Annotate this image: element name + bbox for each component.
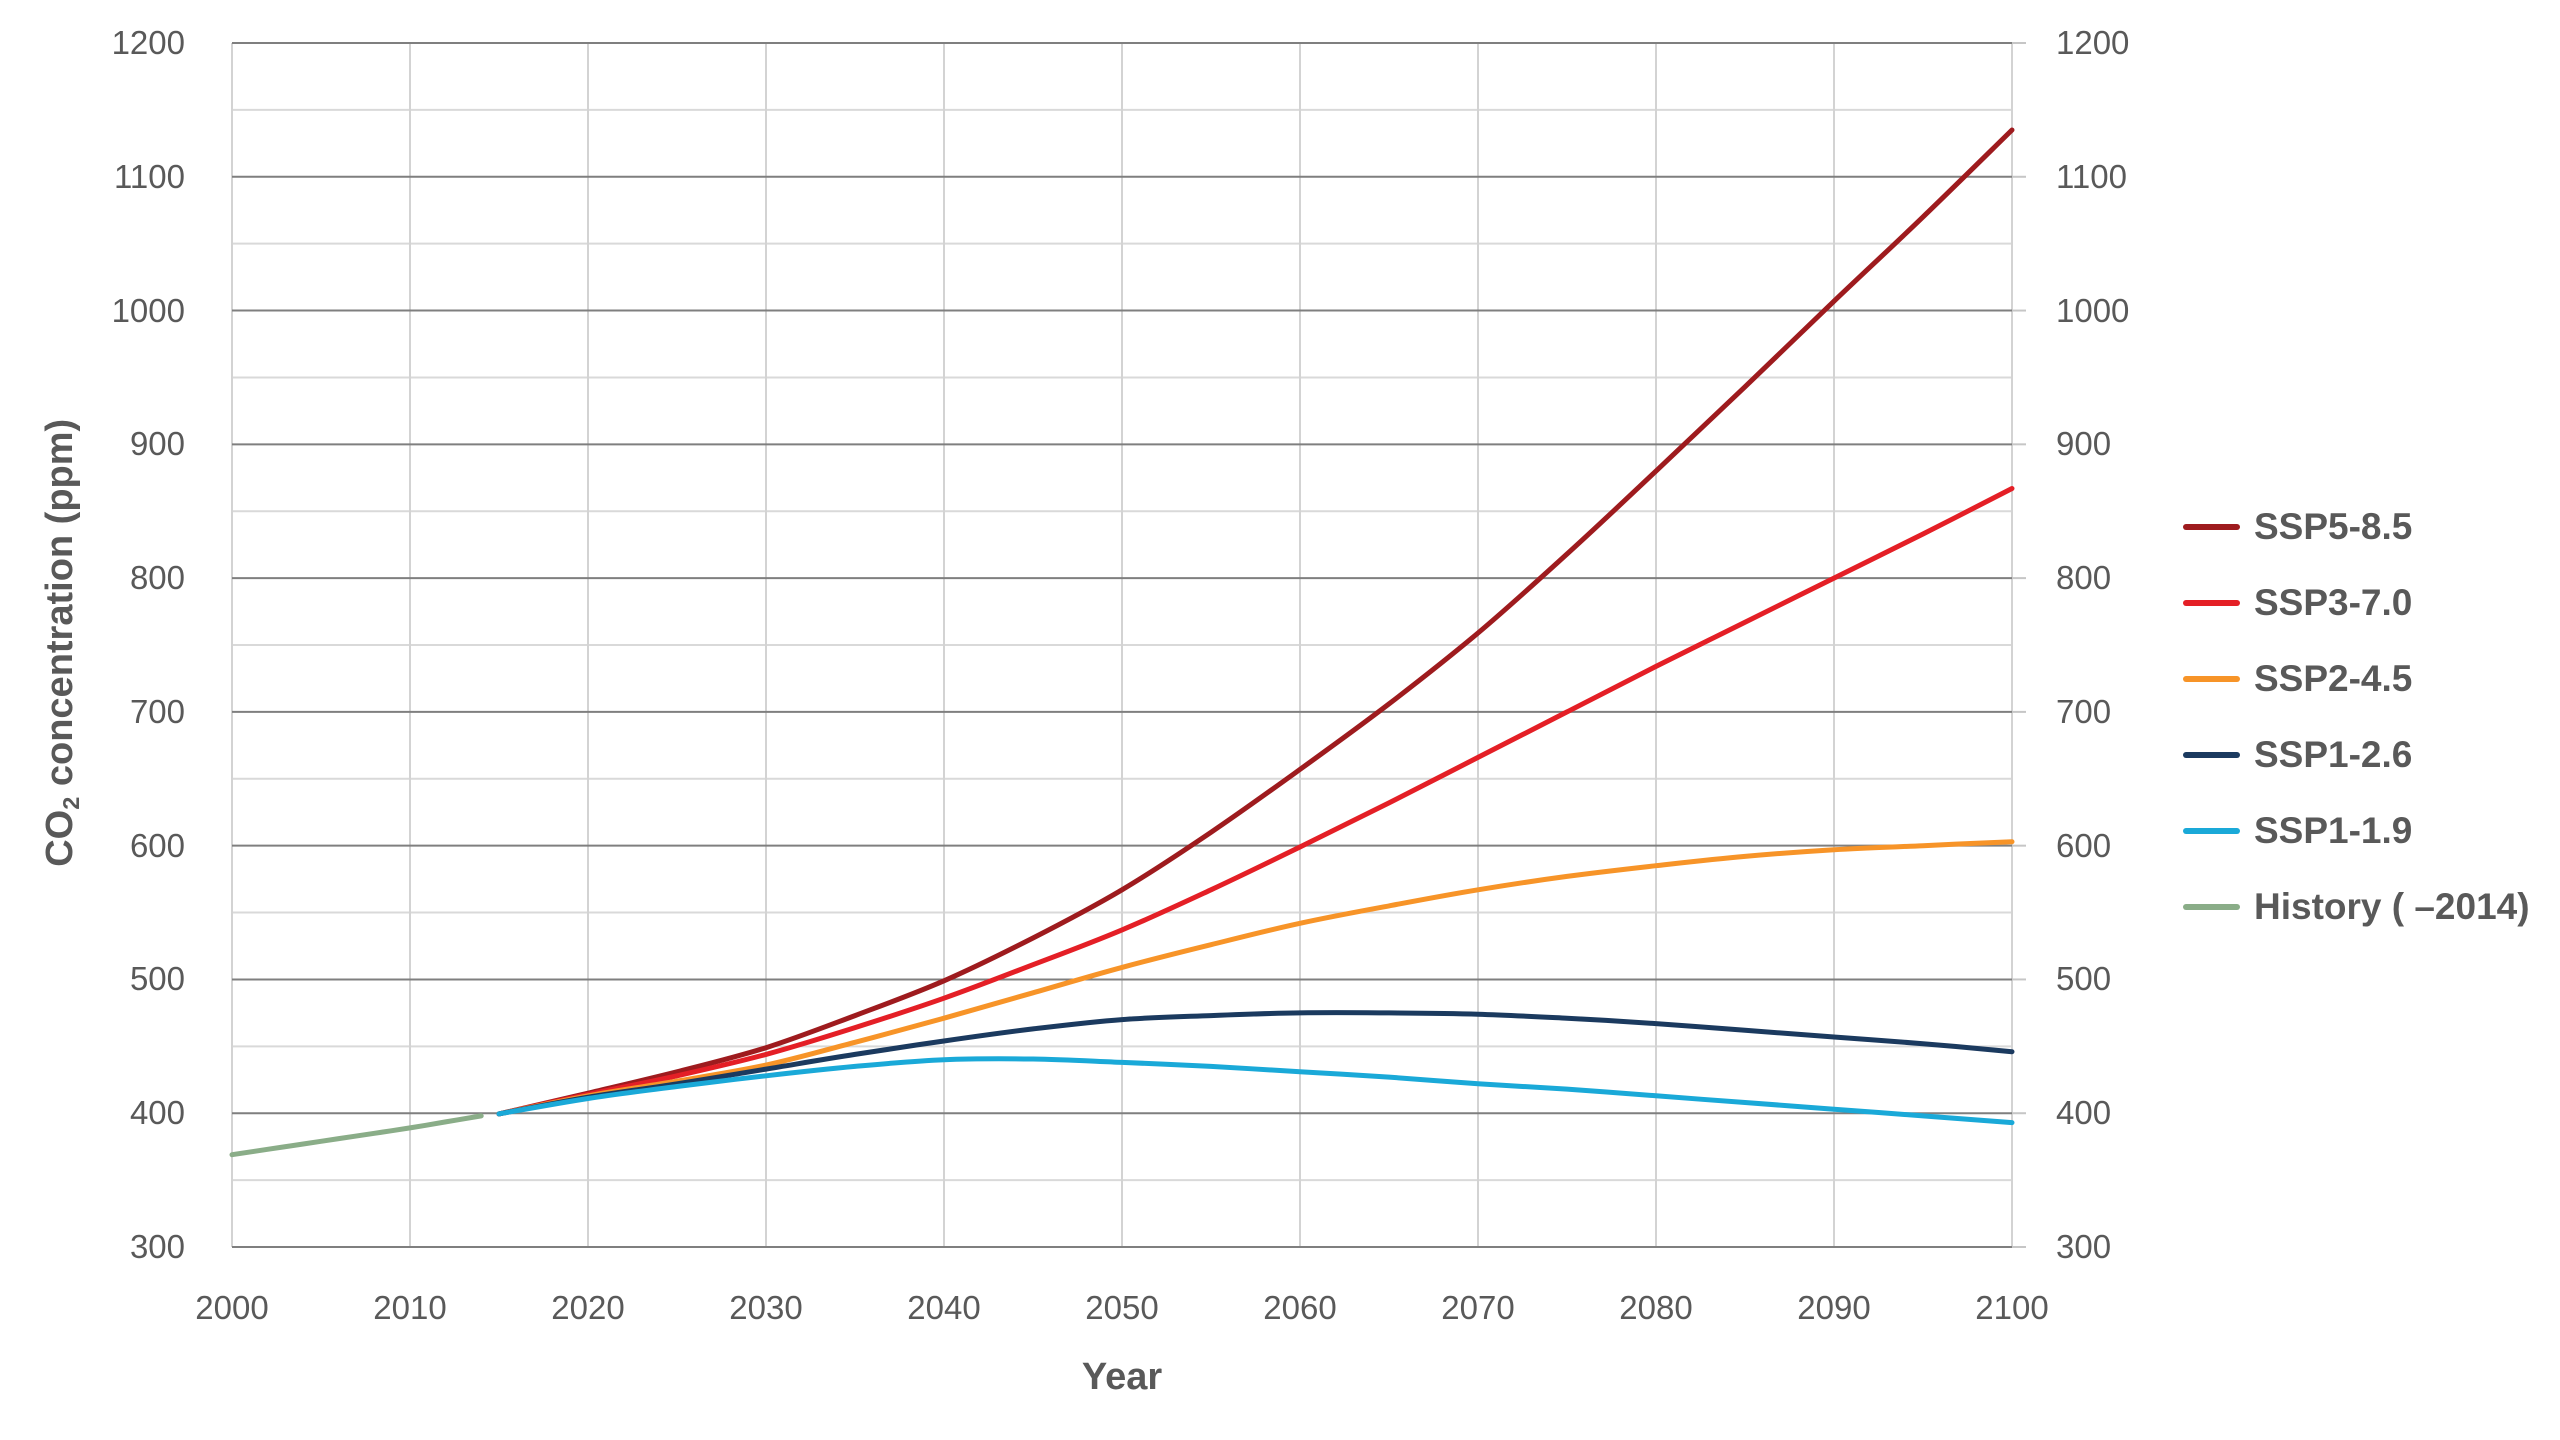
x-tick-label: 2100 [1975, 1289, 2049, 1326]
y-tick-label-left: 700 [129, 692, 185, 730]
x-tick-label: 2080 [1619, 1289, 1693, 1326]
legend: SSP5-8.5 SSP3-7.0 SSP2-4.5 SSP1-2.6 SSP1-1.9… [2183, 489, 2530, 945]
legend-label: SSP3-7.0 [2254, 582, 2413, 623]
legend-item: SSP1-2.6 [2183, 717, 2530, 793]
legend-item: SSP2-4.5 [2183, 641, 2530, 717]
y-tick-label-right: 700 [2056, 692, 2112, 730]
y-tick-label-left: 800 [129, 559, 185, 597]
y-tick-label-right: 1200 [2056, 24, 2130, 61]
series-line-History-2014- [229, 1113, 484, 1158]
legend-swatch-line-icon [2183, 828, 2240, 834]
y-tick-label-left: 500 [129, 960, 185, 998]
y-tick-label-right: 400 [2056, 1094, 2112, 1132]
legend-swatch-line-icon [2183, 676, 2240, 682]
legend-swatch-line-icon [2183, 752, 2240, 758]
legend-label: SSP1-1.9 [2254, 810, 2413, 851]
y-tick-label-right: 800 [2056, 559, 2112, 597]
x-tick-label: 2000 [195, 1289, 269, 1326]
y-tick-label-right: 1000 [2056, 291, 2130, 329]
x-tick-label: 2040 [907, 1289, 981, 1326]
legend-item: SSP5-8.5 [2183, 489, 2530, 565]
legend-item: SSP3-7.0 [2183, 565, 2530, 641]
series-line-SSP1-1.9 [496, 1056, 2015, 1126]
legend-label: SSP5-8.5 [2254, 506, 2413, 547]
legend-label: History ( –2014) [2254, 886, 2530, 927]
x-tick-label: 2070 [1441, 1289, 1515, 1326]
series-line-SSP5-8.5 [496, 127, 2015, 1117]
x-tick-label: 2050 [1085, 1289, 1159, 1326]
y-tick-label-left: 1100 [114, 157, 185, 195]
x-tick-label: 2090 [1797, 1289, 1871, 1326]
y-tick-label-left: 600 [129, 826, 185, 864]
series-line-SSP3-7.0 [496, 486, 2015, 1117]
x-tick-label: 2020 [551, 1289, 625, 1326]
y-tick-label-left: 900 [129, 425, 185, 463]
y-tick-label-right: 600 [2056, 826, 2112, 864]
x-tick-label: 2030 [729, 1289, 803, 1326]
y-tick-label-left: 1200 [111, 24, 185, 61]
legend-swatch-line-icon [2183, 524, 2240, 530]
legend-label: SSP2-4.5 [2254, 658, 2413, 699]
y-tick-label-right: 300 [2056, 1228, 2112, 1265]
y-tick-label-right: 500 [2056, 960, 2112, 998]
x-tick-label: 2010 [373, 1289, 447, 1326]
legend-swatch-line-icon [2183, 600, 2240, 606]
y-tick-label-left: 300 [129, 1228, 185, 1265]
legend-item: SSP1-1.9 [2183, 793, 2530, 869]
legend-item: History ( –2014) [2183, 869, 2530, 945]
legend-swatch-line-icon [2183, 904, 2240, 910]
y-tick-label-left: 1000 [111, 291, 185, 329]
y-tick-label-right: 1100 [2056, 157, 2127, 195]
x-tick-label: 2060 [1263, 1289, 1337, 1326]
series-line-SSP1-2.6 [496, 1010, 2015, 1117]
y-tick-label-right: 900 [2056, 425, 2112, 463]
legend-label: SSP1-2.6 [2254, 734, 2413, 775]
x-axis-title: Year [1081, 1356, 1163, 1398]
series-line-SSP2-4.5 [496, 839, 2015, 1117]
y-tick-label-left: 400 [129, 1094, 185, 1132]
